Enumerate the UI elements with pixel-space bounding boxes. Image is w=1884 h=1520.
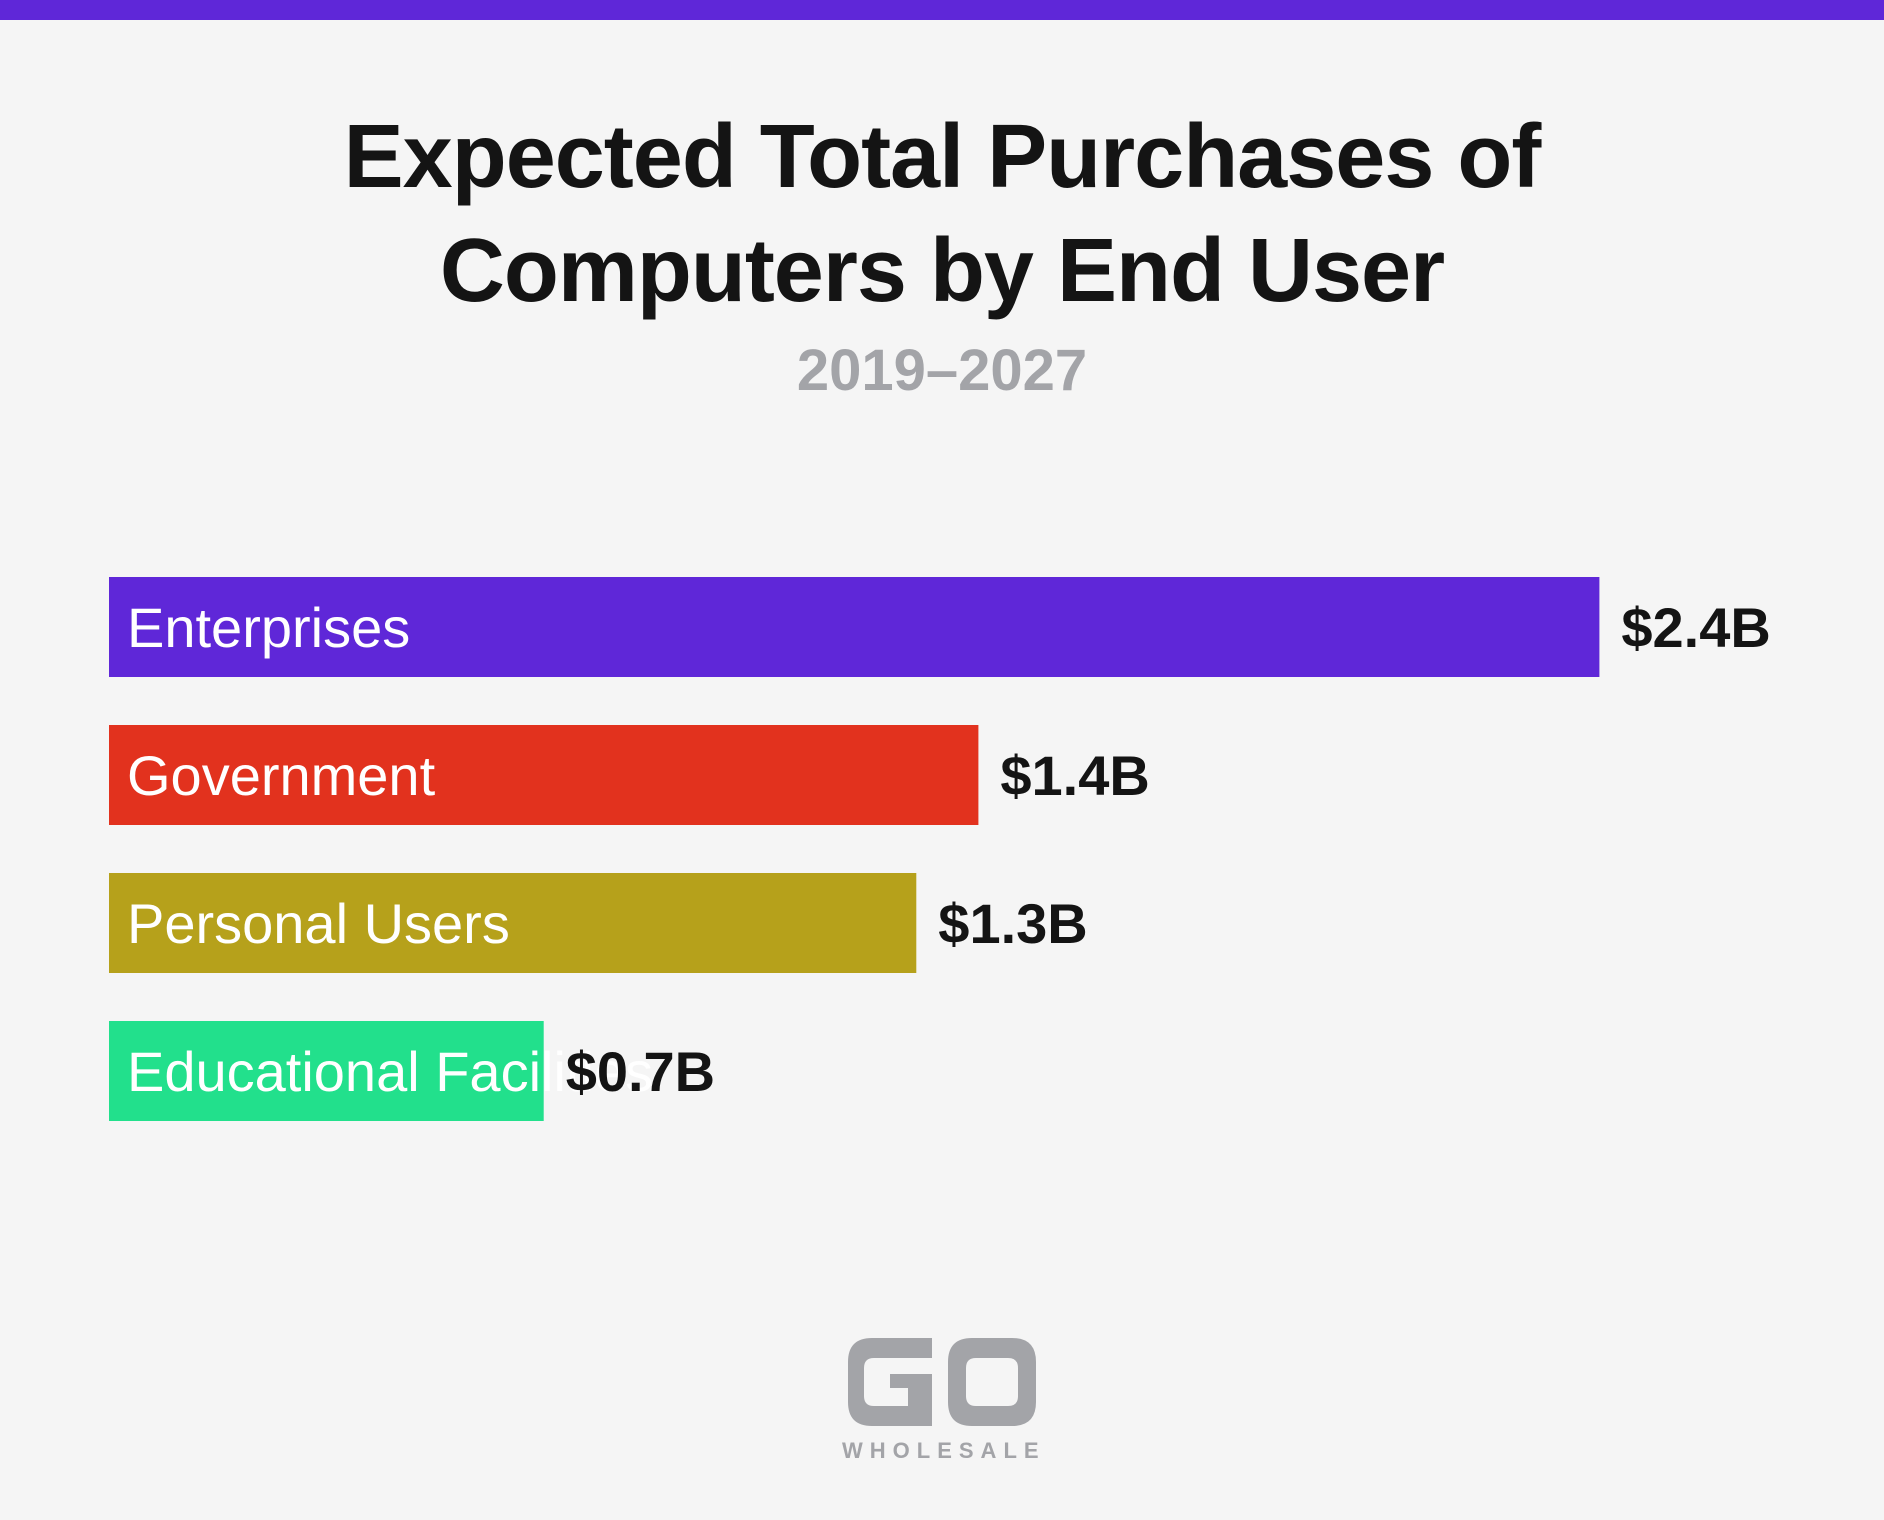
category-label-personal-users: Personal Users: [127, 892, 510, 955]
logo-wordmark: WHOLESALE: [842, 1438, 1046, 1463]
category-label-educational-facilities: Educational Facilities: [127, 1040, 653, 1103]
value-label-government: $1.4B: [1000, 744, 1149, 807]
bar-enterprises: [109, 577, 1600, 677]
chart-title-line-1: Expected Total Purchases of: [343, 107, 1542, 207]
go-logo-mark-icon: [848, 1338, 1036, 1426]
category-label-government: Government: [127, 744, 436, 807]
value-label-personal-users: $1.3B: [938, 892, 1087, 955]
value-label-educational-facilities: $0.7B: [566, 1040, 715, 1103]
go-wholesale-logo: WHOLESALE: [842, 1332, 1046, 1463]
top-accent-band: [0, 0, 1884, 20]
chart-subtitle: 2019–2027: [796, 338, 1088, 403]
category-label-enterprises: Enterprises: [127, 596, 410, 659]
value-label-enterprises: $2.4B: [1621, 596, 1770, 659]
bar-government: [109, 725, 979, 825]
chart-title-line-2: Computers by End User: [439, 221, 1445, 321]
bar-educational-facilities: [109, 1021, 544, 1121]
bar-personal-users: [109, 873, 917, 973]
chart-title: Expected Total Purchases of Computers by…: [0, 100, 1884, 328]
